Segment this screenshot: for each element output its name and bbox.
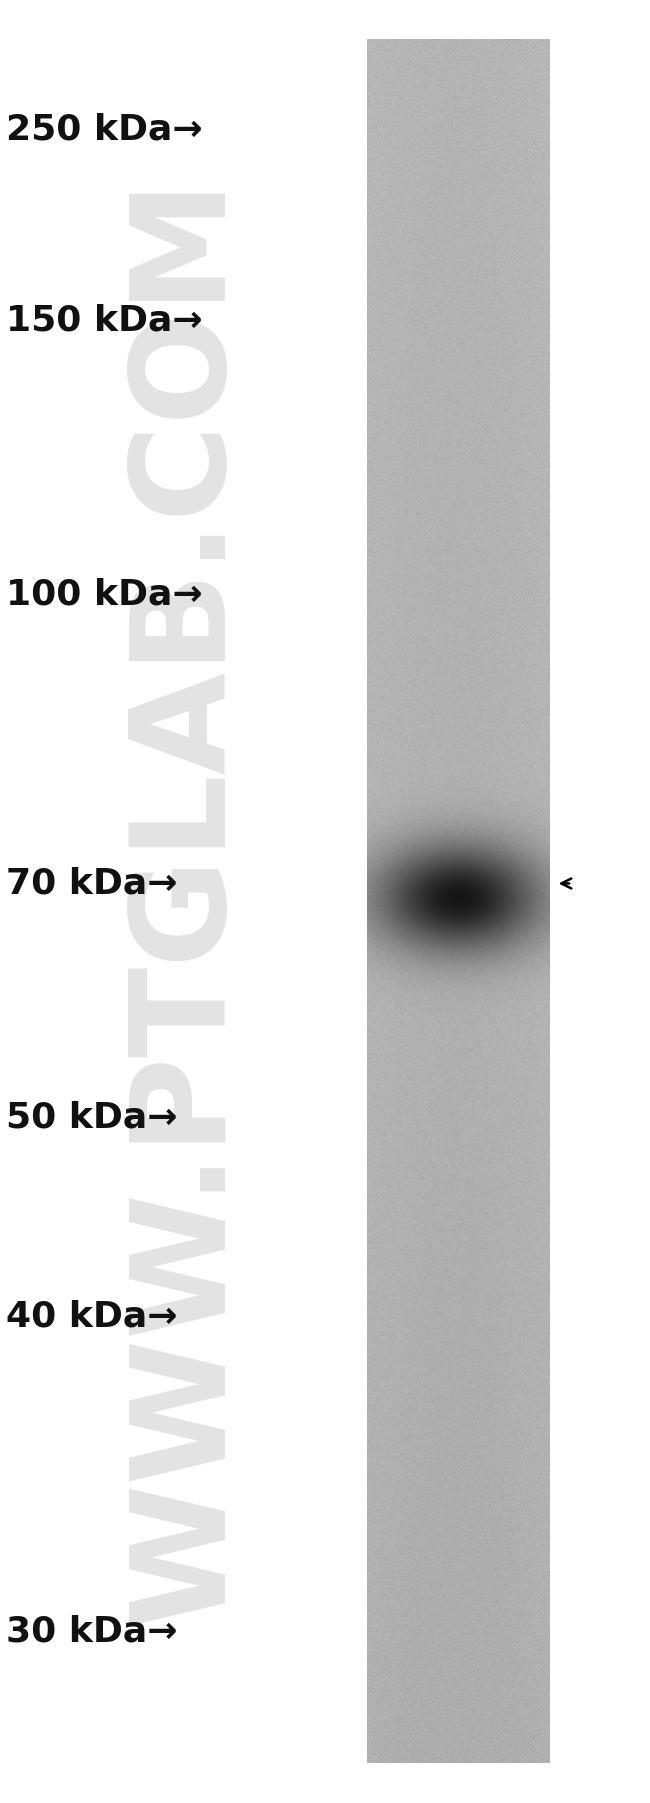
Text: 70 kDa→: 70 kDa→ — [6, 867, 178, 900]
Text: WWW.PTGLAB.COM: WWW.PTGLAB.COM — [122, 177, 249, 1626]
Text: 40 kDa→: 40 kDa→ — [6, 1300, 178, 1332]
Text: 30 kDa→: 30 kDa→ — [6, 1615, 178, 1648]
Text: 100 kDa→: 100 kDa→ — [6, 579, 203, 611]
Text: 50 kDa→: 50 kDa→ — [6, 1102, 178, 1134]
Text: 250 kDa→: 250 kDa→ — [6, 114, 203, 146]
Text: 150 kDa→: 150 kDa→ — [6, 305, 203, 337]
